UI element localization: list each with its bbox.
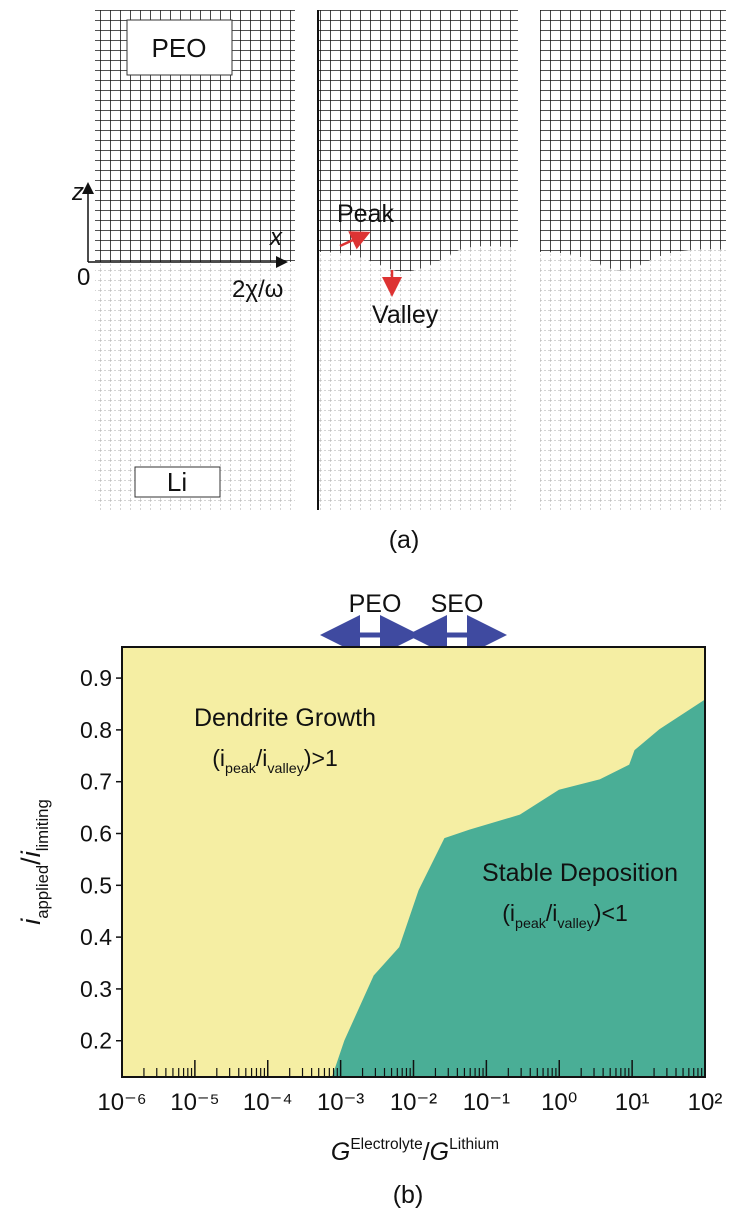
peo-mesh [540,10,726,271]
y-tick-label: 0.4 [80,924,112,950]
li-mesh [540,249,726,510]
li-mesh [318,246,518,510]
panel-b: PEO SEO (b) [320,590,507,1209]
label-box [126,19,233,76]
text-part: Dendrite Growth [194,704,376,732]
panel-label: (b) [393,1181,424,1209]
annotation: Valley [372,301,439,329]
text-part: )<1 [594,900,628,926]
text-part: /i [546,900,558,926]
y-tick-label: 0.7 [80,769,112,795]
text-part: Lithium [449,1136,499,1153]
x-tick-label: 10¹ [615,1089,650,1116]
text-part: / [16,857,46,865]
text-part: Electrolyte [350,1136,422,1153]
text-part: applied [33,865,52,919]
x-tick-label: 10⁻² [390,1089,437,1116]
x-tick-label: 10⁻⁶ [97,1089,146,1116]
y-tick-label: 0.8 [80,717,112,743]
x-tick-label: 10⁻⁵ [170,1089,219,1116]
origin-label: 0 [77,264,90,291]
text-part: / [423,1138,430,1166]
boundary-line [332,699,706,1078]
material-label: PEO [152,33,207,63]
y-tick-label: 0.6 [80,821,112,847]
text-part: i [16,918,46,925]
x-tick-label: 10² [688,1089,723,1116]
y-tick-label: 0.2 [80,1028,112,1054]
axis-label: x [269,224,283,251]
x-tick-label: 10⁻¹ [463,1089,510,1116]
text-part: valley [267,761,304,777]
label-box [134,466,221,498]
x-axis-label: GElectrolyte/GLithium [331,1136,499,1166]
y-tick-label: 0.5 [80,872,112,898]
panel-label: (a) [389,526,420,554]
annotation: (ipeak/ivalley)>1 [212,745,338,777]
text-part: )>1 [304,745,338,771]
annotation: Stable Deposition [482,859,678,887]
annotation: (ipeak/ivalley)<1 [502,900,628,932]
text-part: limiting [33,799,52,851]
text-part: /i [256,745,268,771]
range-label: SEO [431,590,484,618]
range-label: PEO [349,590,402,618]
y-axis-label: iapplied/ilimiting [16,799,52,925]
y-tick-label: 0.3 [80,976,112,1002]
annotation: Dendrite Growth [194,704,376,732]
text-part: G [331,1138,350,1166]
text-part: i [16,850,46,857]
stable-region [332,700,705,1077]
x-tick-label: 10⁰ [541,1089,577,1116]
text-part: (i [212,745,225,771]
peo-mesh [318,10,518,272]
peak-arrow [339,231,371,250]
x-tick-label: 10⁻⁴ [243,1089,293,1116]
plot-frame [121,646,706,1078]
axis-label: z [71,179,84,206]
annotation: Peak [337,200,394,228]
panel-a: PEO Li z x 0 2χ/ω Peak Valley (a) [71,10,726,554]
text-part: valley [557,916,594,932]
wavelength-label: 2χ/ω [232,276,283,303]
y-tick-label: 0.9 [80,665,112,691]
text-part: (i [502,900,515,926]
text-part: G [430,1138,449,1166]
text-part: peak [225,761,257,777]
material-label: Li [167,467,187,497]
x-tick-label: 10⁻³ [317,1089,364,1116]
text-part: peak [515,916,547,932]
text-part: Stable Deposition [482,859,678,887]
